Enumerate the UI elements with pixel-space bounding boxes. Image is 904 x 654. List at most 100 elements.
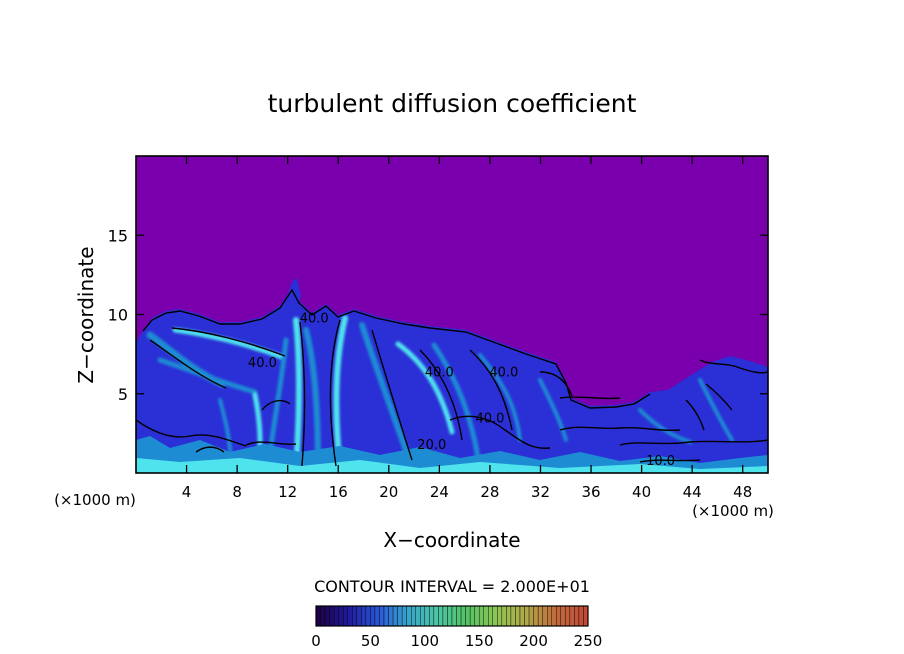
colorbar-band bbox=[533, 605, 539, 627]
x-axis: 4 8 12 16 20 24 28 32 36 40 44 48 bbox=[182, 156, 752, 501]
colorbar-band bbox=[379, 605, 385, 627]
colorbar-band bbox=[537, 605, 543, 627]
colorbar-band bbox=[324, 605, 330, 627]
x-axis-unit-right: (×1000 m) bbox=[692, 502, 774, 520]
colorbar-band bbox=[565, 605, 571, 627]
y-axis-label: Z−coordinate bbox=[74, 246, 98, 383]
surface-layer-core bbox=[136, 458, 768, 473]
colorbar-band bbox=[483, 605, 489, 627]
colorbar-band bbox=[370, 605, 376, 627]
colorbar-band bbox=[429, 605, 435, 627]
contour-label: 40.0 bbox=[248, 356, 277, 371]
contour-label: 40.0 bbox=[425, 365, 454, 380]
colorbar-band bbox=[356, 605, 362, 627]
x-tick-label: 24 bbox=[430, 483, 449, 501]
x-tick-label: 32 bbox=[531, 483, 550, 501]
x-tick-label: 40 bbox=[632, 483, 651, 501]
colorbar-band bbox=[583, 605, 589, 627]
colorbar-band bbox=[528, 605, 534, 627]
y-axis: 5 10 15 bbox=[108, 226, 768, 404]
colorbar-band bbox=[519, 605, 525, 627]
colorbar-band bbox=[315, 605, 321, 627]
colorbar-tick-label: 150 bbox=[465, 632, 494, 650]
colorbar-band bbox=[488, 605, 493, 627]
contour-label: 10.0 bbox=[646, 454, 675, 469]
colorbar-band bbox=[479, 605, 484, 627]
colorbar-tick-label: 200 bbox=[519, 632, 548, 650]
colorbar-band bbox=[433, 605, 439, 627]
colorbar-band bbox=[320, 605, 326, 627]
x-tick-label: 48 bbox=[733, 483, 752, 501]
colorbar-tick-label: 100 bbox=[410, 632, 439, 650]
colorbar-band bbox=[374, 605, 380, 627]
y-tick-label: 5 bbox=[118, 385, 128, 404]
colorbar-band bbox=[551, 605, 557, 627]
contour-label: 40.0 bbox=[300, 311, 329, 326]
colorbar-band bbox=[333, 605, 339, 627]
colorbar-band bbox=[383, 605, 389, 627]
surface-layer bbox=[136, 436, 768, 473]
colorbar-band bbox=[456, 605, 462, 627]
colorbar: 0 50 100 150 200 250 bbox=[311, 605, 603, 650]
colorbar-tick-label: 250 bbox=[574, 632, 603, 650]
colorbar-band bbox=[501, 605, 507, 627]
colorbar-band bbox=[506, 605, 512, 627]
colorbar-band bbox=[392, 605, 398, 627]
contour-lines bbox=[136, 288, 768, 467]
turbulent-spike bbox=[284, 278, 301, 309]
colorbar-band bbox=[497, 605, 503, 627]
y-tick-label: 15 bbox=[108, 226, 128, 245]
colorbar-band bbox=[524, 605, 530, 627]
colorbar-band bbox=[451, 605, 457, 627]
contour-field: 40.0 40.0 40.0 40.0 20.0 40.0 10.0 bbox=[136, 278, 768, 473]
colorbar-band bbox=[574, 605, 580, 627]
colorbar-band bbox=[438, 605, 444, 627]
x-tick-label: 16 bbox=[329, 483, 348, 501]
x-tick-label: 44 bbox=[683, 483, 702, 501]
x-tick-label: 8 bbox=[232, 483, 242, 501]
colorbar-band bbox=[560, 605, 566, 627]
x-axis-unit-left: (×1000 m) bbox=[54, 491, 136, 509]
x-axis-label: X−coordinate bbox=[383, 528, 520, 552]
colorbar-band bbox=[365, 605, 371, 627]
colorbar-band bbox=[347, 605, 353, 627]
x-tick-label: 28 bbox=[480, 483, 499, 501]
chart-title: turbulent diffusion coefficient bbox=[268, 89, 637, 118]
colorbar-band bbox=[361, 605, 367, 627]
colorbar-band bbox=[424, 605, 430, 627]
contour-label: 40.0 bbox=[489, 365, 518, 380]
contour-label: 20.0 bbox=[417, 438, 446, 453]
colorbar-band bbox=[460, 605, 466, 627]
x-tick-label: 36 bbox=[581, 483, 600, 501]
colorbar-band bbox=[474, 605, 480, 627]
x-tick-label: 4 bbox=[182, 483, 192, 501]
colorbar-band bbox=[420, 605, 425, 627]
colorbar-band bbox=[465, 605, 471, 627]
colorbar-band bbox=[401, 605, 407, 627]
colorbar-band bbox=[492, 605, 498, 627]
colorbar-band bbox=[542, 605, 548, 627]
colorbar-band bbox=[415, 605, 421, 627]
colorbar-band bbox=[578, 605, 584, 627]
x-tick-label: 20 bbox=[379, 483, 398, 501]
colorbar-band bbox=[338, 605, 344, 627]
colorbar-band bbox=[343, 605, 348, 627]
colorbar-band bbox=[329, 605, 335, 627]
contour-interval-note: CONTOUR INTERVAL = 2.000E+01 bbox=[314, 577, 590, 596]
contour-label: 40.0 bbox=[475, 411, 504, 426]
colorbar-frame bbox=[315, 605, 589, 627]
colorbar-band bbox=[388, 605, 394, 627]
colorbar-band bbox=[352, 605, 357, 627]
colorbar-band bbox=[515, 605, 521, 627]
colorbar-band bbox=[397, 605, 403, 627]
colorbar-band bbox=[469, 605, 475, 627]
colorbar-tick-label: 50 bbox=[361, 632, 380, 650]
colorbar-band bbox=[547, 605, 552, 627]
colorbar-tick-label: 0 bbox=[311, 632, 321, 650]
colorbar-band bbox=[406, 605, 412, 627]
colorbar-band bbox=[569, 605, 575, 627]
colorbar-band bbox=[556, 605, 561, 627]
colorbar-band bbox=[447, 605, 453, 627]
colorbar-band bbox=[510, 605, 516, 627]
